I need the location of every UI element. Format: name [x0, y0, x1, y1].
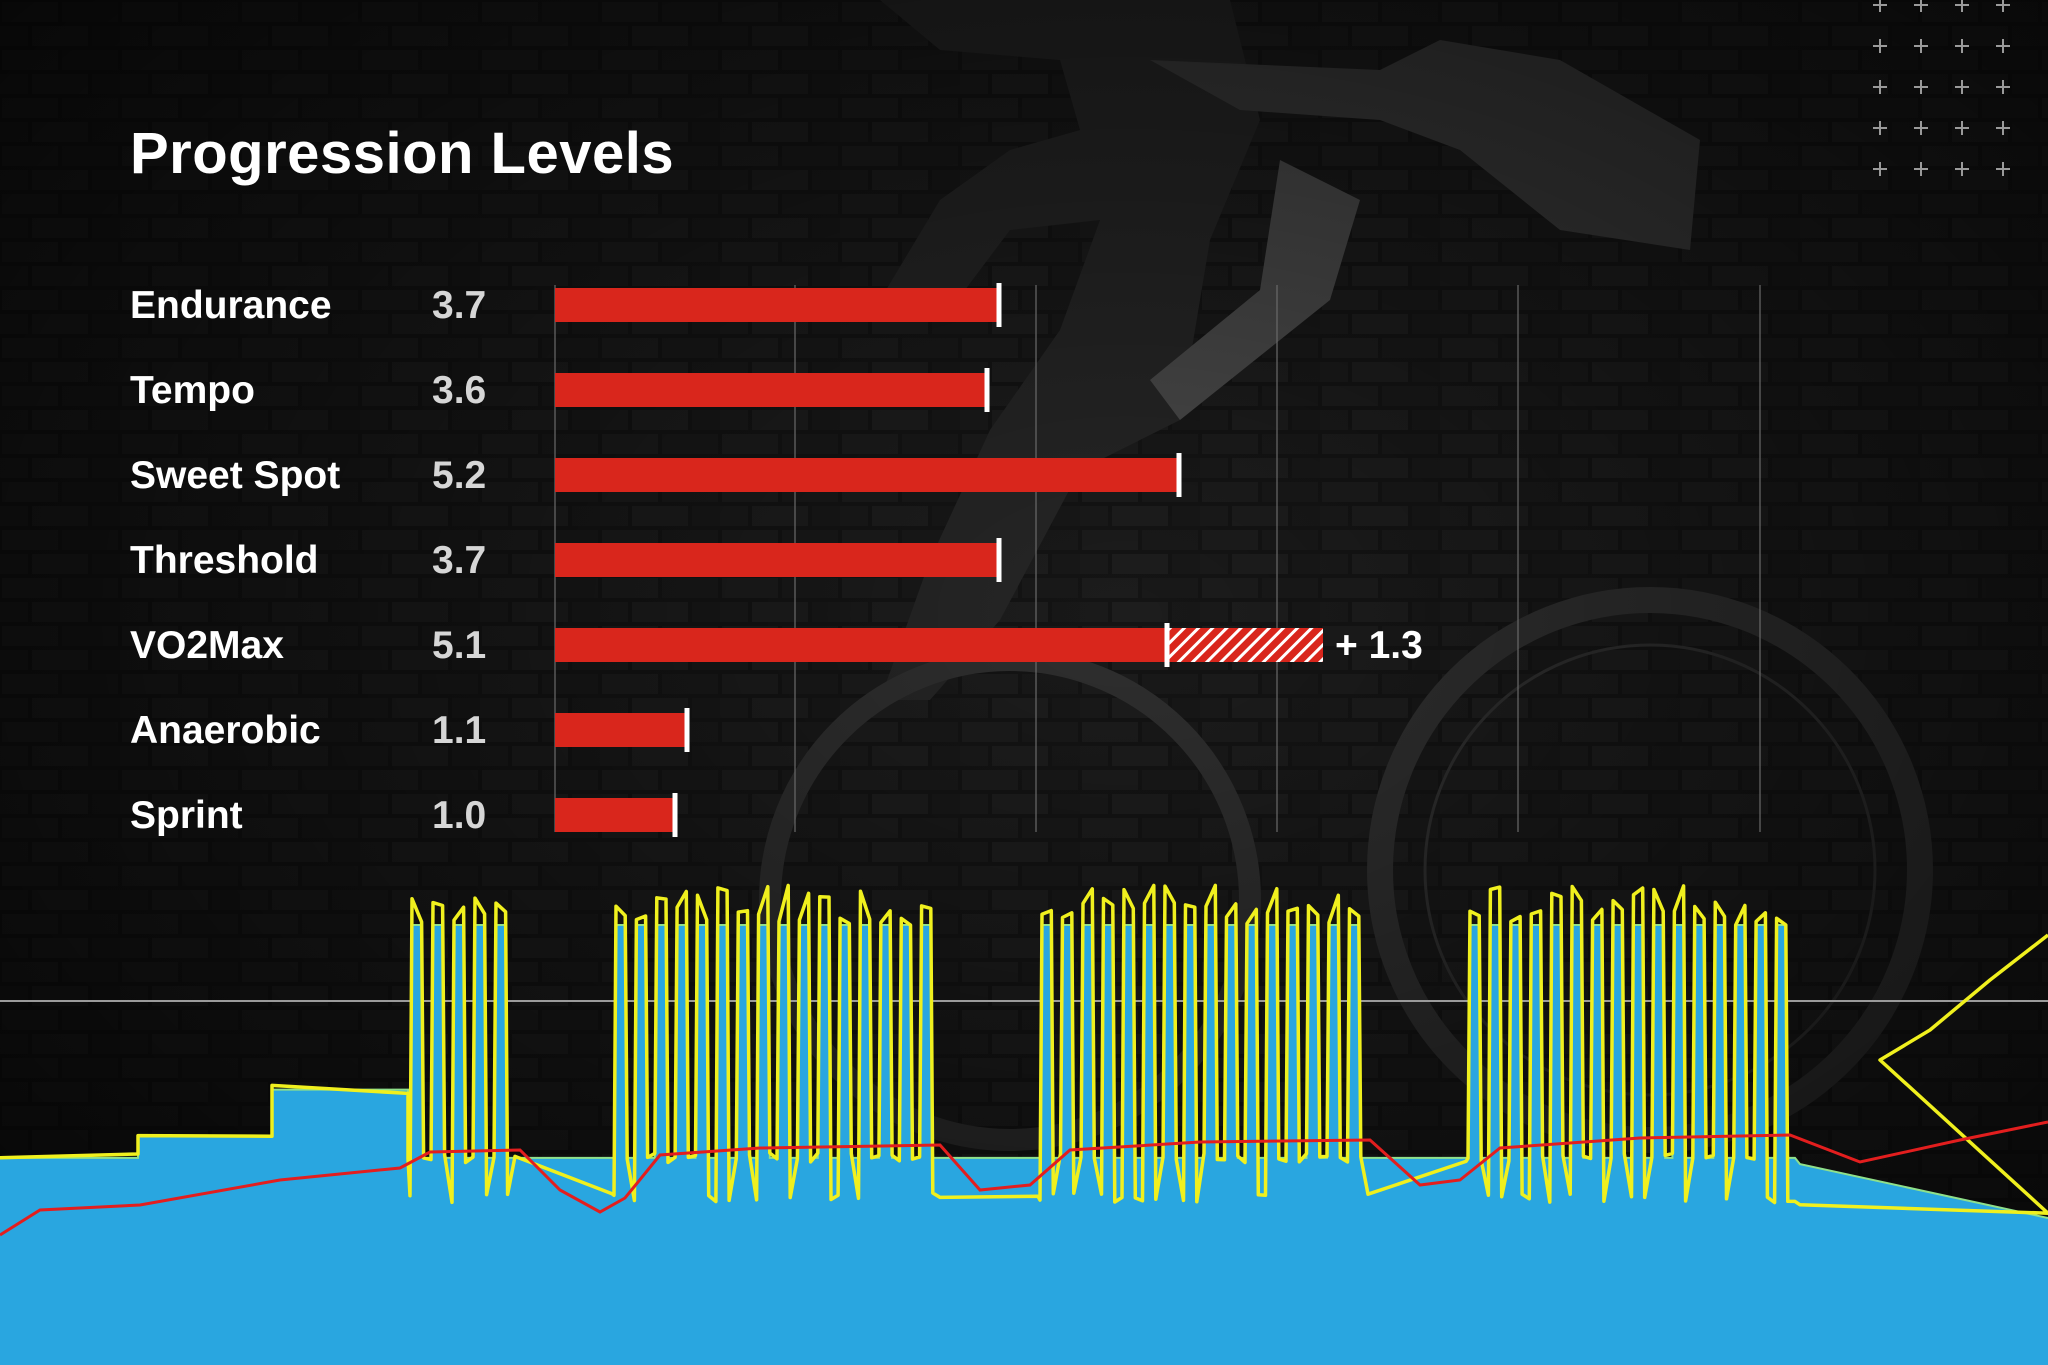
bar-end-marker — [1176, 453, 1182, 497]
plus-mark — [1914, 80, 1928, 94]
gain-label: + 1.3 — [1335, 624, 1423, 667]
plus-mark — [1955, 39, 1969, 53]
target-power-area — [0, 925, 2048, 1365]
plus-mark — [1996, 0, 2010, 12]
gain-bar — [1167, 628, 1323, 662]
plus-mark — [1955, 0, 1969, 12]
value-label: 3.7 — [432, 284, 486, 327]
bar — [555, 543, 999, 577]
plus-mark — [1955, 121, 1969, 135]
bar-end-marker — [996, 283, 1002, 327]
bar-end-marker — [1164, 623, 1170, 667]
bar — [555, 713, 687, 747]
plus-mark — [1955, 80, 1969, 94]
category-label: Sweet Spot — [130, 454, 340, 497]
category-label: VO2Max — [130, 624, 284, 667]
plus-mark — [1873, 80, 1887, 94]
plus-mark — [1873, 162, 1887, 176]
plus-mark — [1873, 0, 1887, 12]
plus-mark — [1996, 121, 2010, 135]
value-label: 3.6 — [432, 369, 486, 412]
category-label: Endurance — [130, 284, 332, 327]
plus-mark — [1914, 162, 1928, 176]
bar-end-marker — [684, 708, 690, 752]
value-label: 1.0 — [432, 794, 486, 837]
bar — [555, 458, 1179, 492]
plus-mark — [1996, 162, 2010, 176]
bar — [555, 288, 999, 322]
plus-mark — [1914, 39, 1928, 53]
bar-end-marker — [996, 538, 1002, 582]
bar-end-marker — [672, 793, 678, 837]
value-label: 5.1 — [432, 624, 486, 667]
category-label: Threshold — [130, 539, 319, 582]
chart-title: Progression Levels — [130, 121, 675, 186]
category-label: Anaerobic — [130, 709, 321, 752]
bar — [555, 798, 675, 832]
plus-mark — [1914, 121, 1928, 135]
bar — [555, 373, 987, 407]
plus-mark — [1873, 39, 1887, 53]
plus-mark — [1873, 121, 1887, 135]
bar — [555, 628, 1167, 662]
value-label: 1.1 — [432, 709, 486, 752]
value-label: 3.7 — [432, 539, 486, 582]
power-line — [0, 883, 2048, 1215]
bar-end-marker — [984, 368, 990, 412]
plus-mark — [1996, 39, 2010, 53]
value-label: 5.2 — [432, 454, 486, 497]
heart-rate-line — [0, 1120, 2048, 1237]
plus-mark — [1955, 162, 1969, 176]
category-label: Sprint — [130, 794, 243, 837]
plus-mark — [1996, 80, 2010, 94]
category-label: Tempo — [130, 369, 255, 412]
plus-mark — [1914, 0, 1928, 12]
